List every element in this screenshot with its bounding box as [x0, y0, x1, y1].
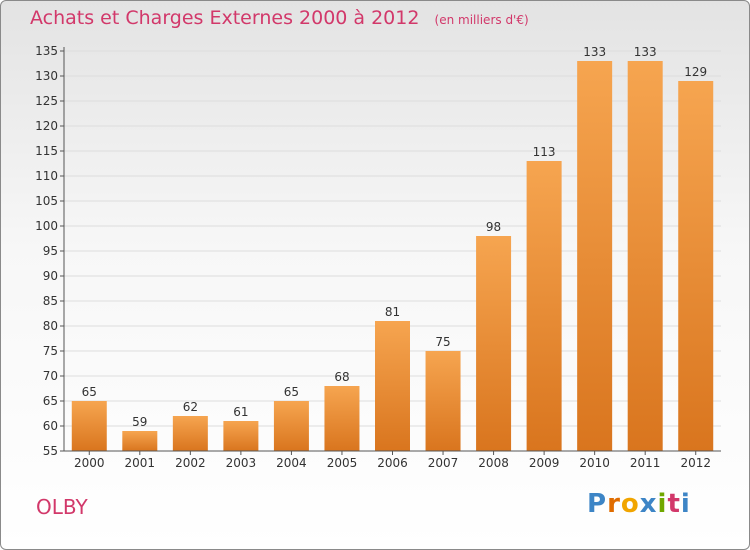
y-tick-label: 130 — [35, 69, 58, 83]
y-tick-label: 90 — [43, 269, 58, 283]
chart-title-row: Achats et Charges Externes 2000 à 2012 (… — [30, 7, 529, 29]
bar-value-label: 68 — [334, 370, 349, 384]
bar — [172, 416, 208, 451]
bar — [425, 351, 461, 451]
bar-value-label: 98 — [486, 220, 501, 234]
y-tick-label: 105 — [35, 194, 58, 208]
y-tick-label: 135 — [35, 44, 58, 58]
logo-letter: o — [620, 489, 640, 519]
bar-value-label: 113 — [533, 145, 556, 159]
chart-title: Achats et Charges Externes 2000 à 2012 — [30, 7, 420, 29]
x-tick-label: 2002 — [175, 456, 206, 470]
bars — [71, 61, 714, 451]
bar — [678, 81, 714, 451]
y-tick-label: 125 — [35, 94, 58, 108]
logo-letter: t — [667, 489, 681, 519]
bar — [627, 61, 663, 451]
bar-value-label: 59 — [132, 415, 147, 429]
y-tick-label: 60 — [43, 419, 58, 433]
bar — [223, 421, 259, 451]
x-tick-label: 2004 — [276, 456, 307, 470]
x-tick-label: 2006 — [377, 456, 408, 470]
bar-value-label: 65 — [284, 385, 299, 399]
bar — [526, 161, 562, 451]
logo-letter: r — [607, 489, 621, 519]
x-tick-label: 2009 — [529, 456, 560, 470]
x-tick-label: 2012 — [680, 456, 711, 470]
y-tick-label: 85 — [43, 294, 58, 308]
data-labels: 65 59 62 61 65 68 81 75 98 113 133 133 129 — [82, 45, 708, 429]
y-tick-label: 110 — [35, 169, 58, 183]
logo-letter: i — [657, 489, 668, 519]
bar — [122, 431, 158, 451]
proxiti-logo: Proxiti — [587, 489, 691, 519]
axes: 55 60 65 70 75 80 85 90 95 100 105 110 115 120 125 130 1… — [35, 44, 721, 470]
bar-value-label: 61 — [233, 405, 248, 419]
y-tick-label: 95 — [43, 244, 58, 258]
x-tick-label: 2008 — [478, 456, 509, 470]
logo-letter: x — [639, 489, 658, 519]
commune-name: OLBY — [36, 495, 88, 519]
y-tick-label: 120 — [35, 119, 58, 133]
logo-letter: i — [680, 489, 691, 519]
bar-value-label: 133 — [634, 45, 657, 59]
y-tick-label: 75 — [43, 344, 58, 358]
y-tick-label: 70 — [43, 369, 58, 383]
logo-letter: P — [587, 489, 608, 519]
bar-value-label: 62 — [183, 400, 198, 414]
bar — [273, 401, 309, 451]
chart-unit: (en milliers d'€) — [434, 13, 529, 27]
x-tick-label: 2005 — [327, 456, 358, 470]
bar — [71, 401, 107, 451]
x-tick-label: 2003 — [226, 456, 257, 470]
y-tick-label: 115 — [35, 144, 58, 158]
bar-value-label: 65 — [82, 385, 97, 399]
bar-value-label: 129 — [684, 65, 707, 79]
bar — [577, 61, 613, 451]
x-tick-label: 2000 — [74, 456, 105, 470]
x-tick-label: 2010 — [579, 456, 610, 470]
x-tick-label: 2001 — [125, 456, 156, 470]
bar — [324, 386, 360, 451]
y-tick-label: 80 — [43, 319, 58, 333]
y-tick-label: 55 — [43, 444, 58, 458]
x-tick-label: 2007 — [428, 456, 459, 470]
bar-value-label: 81 — [385, 305, 400, 319]
y-tick-label: 65 — [43, 394, 58, 408]
bar — [476, 236, 512, 451]
bar — [375, 321, 410, 451]
bar-value-label: 75 — [435, 335, 450, 349]
x-tick-label: 2011 — [630, 456, 661, 470]
bar-value-label: 133 — [583, 45, 606, 59]
y-tick-label: 100 — [35, 219, 58, 233]
